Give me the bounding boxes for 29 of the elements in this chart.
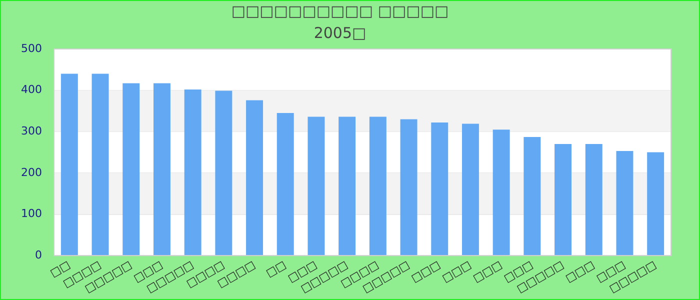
- bar: [276, 113, 294, 256]
- bar: [153, 83, 170, 256]
- bar: [246, 100, 264, 256]
- chart-subtitle: 2005□: [314, 24, 366, 42]
- bar: [60, 74, 78, 256]
- bar: [554, 144, 572, 256]
- bar: [215, 90, 232, 256]
- bar: [308, 116, 325, 256]
- y-tick-label: 300: [20, 124, 42, 138]
- y-tick-label: 500: [20, 42, 42, 55]
- bar: [616, 151, 634, 256]
- bar: [369, 116, 386, 256]
- bar: [184, 89, 202, 256]
- bar: [647, 152, 664, 256]
- y-tick-label: 0: [34, 248, 42, 262]
- bar: [122, 83, 140, 256]
- y-tick-label: 100: [20, 207, 42, 220]
- bar: [462, 124, 479, 256]
- bar: [338, 116, 356, 256]
- y-tick-label: 200: [20, 166, 42, 179]
- bar: [400, 119, 418, 256]
- chart-title: □□□□□□□□□□ □□□□□: [231, 2, 449, 20]
- y-tick-label: 400: [20, 83, 42, 96]
- bar: [585, 144, 602, 256]
- bar: [492, 130, 510, 256]
- bar: [92, 74, 109, 256]
- bar: [524, 137, 541, 256]
- x-tick-label: □□: [264, 258, 288, 280]
- bar: [431, 122, 448, 256]
